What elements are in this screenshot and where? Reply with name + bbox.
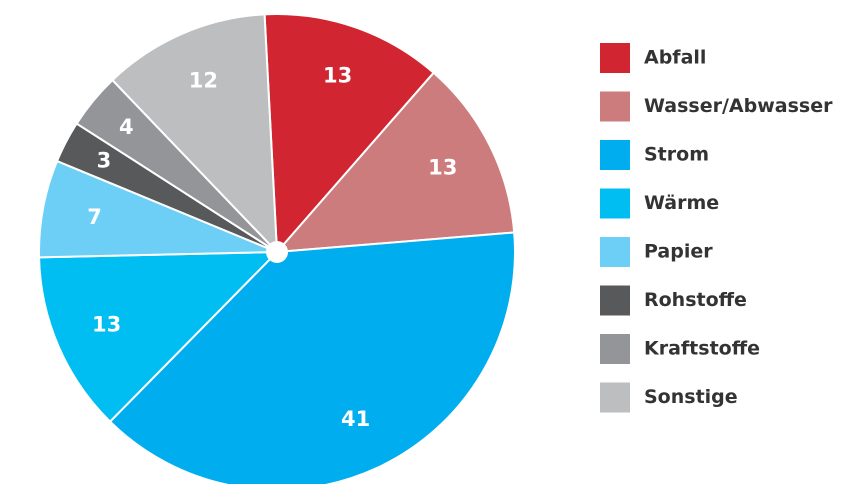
value-label: 13 [428,155,457,179]
legend-swatch [600,140,630,170]
legend-label: Rohstoffe [644,289,747,311]
pie-slice [38,250,280,424]
value-label: 13 [92,313,121,337]
pie-slice [263,13,436,255]
legend-swatch [600,91,630,122]
legend-swatch [600,334,630,364]
value-label: 12 [189,69,218,93]
value-label: 13 [323,64,352,88]
value-label: 4 [119,115,134,139]
legend-label: Papier [644,241,713,263]
pie-slice [274,71,516,254]
value-label: 41 [341,407,370,431]
legend-label: Wärme [644,192,719,214]
legend-label: Strom [644,144,709,166]
pie-slice [110,13,279,255]
value-label: 3 [97,149,112,173]
legend-label: Kraftstoffe [644,338,760,360]
legend-swatch [600,43,630,73]
center-hole [266,241,288,263]
legend-label: Wasser/Abwasser [644,95,833,117]
legend-swatch [600,237,630,267]
legend-label: Sonstige [644,386,738,408]
legend-swatch [600,285,630,316]
pie-slice [108,231,516,484]
legend-label: Abfall [644,47,706,69]
legend-swatch [600,382,630,413]
legend-swatch [600,188,630,219]
value-label: 7 [87,205,102,229]
